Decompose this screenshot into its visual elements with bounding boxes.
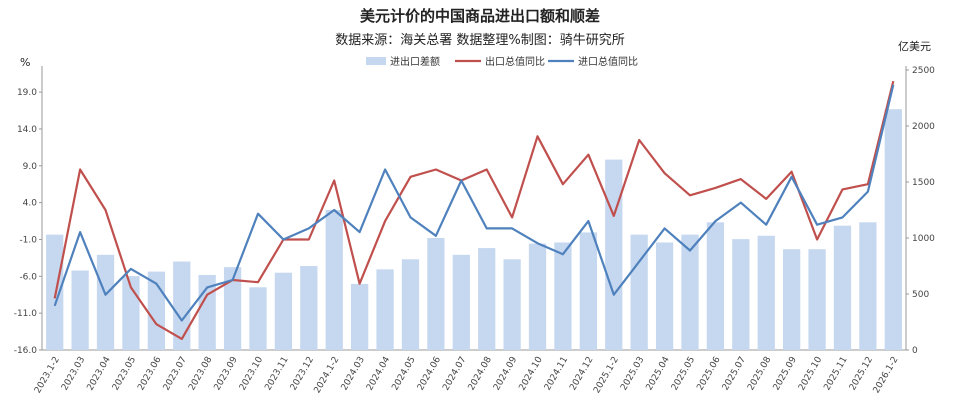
bar	[528, 243, 547, 350]
x-tick-label: 2023.04	[86, 355, 113, 392]
bar	[630, 234, 648, 350]
left-tick-label: -11.0	[14, 309, 38, 319]
x-tick-label: 2024.09	[492, 355, 519, 392]
bar	[681, 234, 699, 350]
bar	[46, 234, 64, 350]
export-yoy-line	[53, 80, 895, 340]
x-tick-label: 2023.05	[111, 355, 138, 392]
x-tick-label: 2023.09	[213, 355, 240, 392]
bar	[300, 266, 318, 350]
x-tick-label: 2024.04	[365, 355, 392, 392]
bar	[732, 239, 750, 350]
bar	[351, 283, 369, 350]
x-tick-label: 2023.06	[136, 355, 163, 392]
left-tick-label: 9.0	[23, 162, 38, 172]
bar	[808, 249, 826, 350]
legend-item-export: 出口总值同比	[455, 55, 545, 68]
bar	[96, 254, 115, 350]
bar	[452, 254, 470, 350]
right-tick-label: 1500	[912, 178, 935, 188]
legend-label-bar: 进出口差额	[390, 55, 440, 68]
x-tick-label: 2025.04	[645, 355, 672, 392]
x-tick-label: 2024.03	[340, 355, 367, 392]
bar	[884, 109, 902, 350]
x-tick-label: 2023.12	[289, 355, 316, 392]
x-tick-label: 2026.1-2	[872, 355, 901, 395]
left-tick-label: -6.0	[19, 272, 37, 282]
bar	[401, 259, 420, 350]
x-tick-label: 2025.10	[797, 355, 824, 392]
x-tick-label: 2025.07	[721, 355, 748, 392]
right-tick-label: 500	[912, 290, 929, 300]
x-tick-label: 2024.08	[467, 355, 494, 392]
x-tick-label: 2025.05	[670, 355, 697, 392]
x-tick-label: 2025.08	[746, 355, 773, 392]
left-tick-label: -1.0	[19, 235, 37, 245]
bar	[71, 270, 89, 350]
x-tick-label: 2023.07	[162, 355, 189, 392]
legend-item-bar: 进出口差额	[366, 55, 440, 68]
x-tick-label: 2024.12	[568, 355, 595, 392]
chart-subtitle: 数据来源：海关总署 数据整理%制图：骑牛研究所	[335, 33, 625, 48]
x-tick-label: 2024.11	[543, 355, 570, 392]
x-tick-label: 2025.12	[848, 355, 875, 392]
legend-label-export: 出口总值同比	[485, 55, 545, 68]
plot-area: 19.0 14.0 9.0 4.0 -1.0 -6.0 -11.0 -16.0 2500 2000…	[14, 66, 935, 395]
left-tick-label: -16.0	[14, 346, 38, 356]
x-tick-label: 2023.08	[187, 355, 214, 392]
bar	[503, 259, 521, 350]
right-axis-unit: 亿美元	[898, 40, 931, 53]
right-tick-label: 0	[912, 346, 918, 356]
bar	[579, 232, 597, 350]
x-tick-label: 2024.1-2	[313, 355, 342, 395]
bar	[757, 235, 775, 350]
bar	[554, 242, 572, 350]
right-tick-label: 1000	[912, 234, 935, 244]
bar	[859, 222, 877, 350]
x-tick-label: 2025.03	[619, 355, 646, 392]
x-tick-label: 2024.06	[416, 355, 443, 392]
bar	[478, 248, 496, 350]
x-tick-label: 2023.03	[60, 355, 87, 392]
x-tick-label: 2023.1-2	[33, 355, 62, 395]
left-tick-label: 14.0	[17, 125, 37, 135]
bar	[783, 249, 801, 350]
bar	[223, 267, 242, 350]
right-tick-label: 2500	[912, 66, 935, 76]
bar	[655, 242, 674, 350]
bar	[249, 287, 267, 350]
bar	[173, 261, 191, 350]
legend-item-import: 进口总值同比	[548, 55, 638, 68]
right-tick-label: 2000	[912, 122, 935, 132]
legend-swatch-bar	[366, 57, 386, 65]
x-tick-label: 2025.11	[822, 355, 849, 392]
legend: 进出口差额 出口总值同比 进口总值同比	[366, 55, 638, 68]
x-tick-label: 2023.11	[263, 355, 290, 392]
left-tick-label: 4.0	[23, 199, 38, 209]
legend-label-import: 进口总值同比	[578, 55, 638, 68]
x-tick-label: 2025.1-2	[592, 355, 621, 395]
x-tick-label: 2024.10	[518, 355, 545, 392]
bar	[706, 222, 725, 350]
x-tick-label: 2025.09	[772, 355, 799, 392]
bar	[427, 238, 445, 350]
left-tick-label: 19.0	[17, 88, 37, 98]
x-tick-label: 2024.07	[441, 355, 468, 392]
chart-title: 美元计价的中国商品进出口额和顺差	[360, 7, 600, 25]
x-tick-label: 2023.10	[238, 355, 265, 392]
bar	[325, 210, 343, 350]
bar	[833, 225, 852, 350]
bar	[274, 272, 293, 350]
bar	[605, 159, 623, 350]
import-yoy-line	[53, 84, 895, 322]
bar	[376, 269, 394, 350]
left-axis-unit: %	[20, 56, 30, 69]
x-tick-label: 2025.06	[695, 355, 722, 392]
x-tick-label: 2024.05	[390, 355, 417, 392]
